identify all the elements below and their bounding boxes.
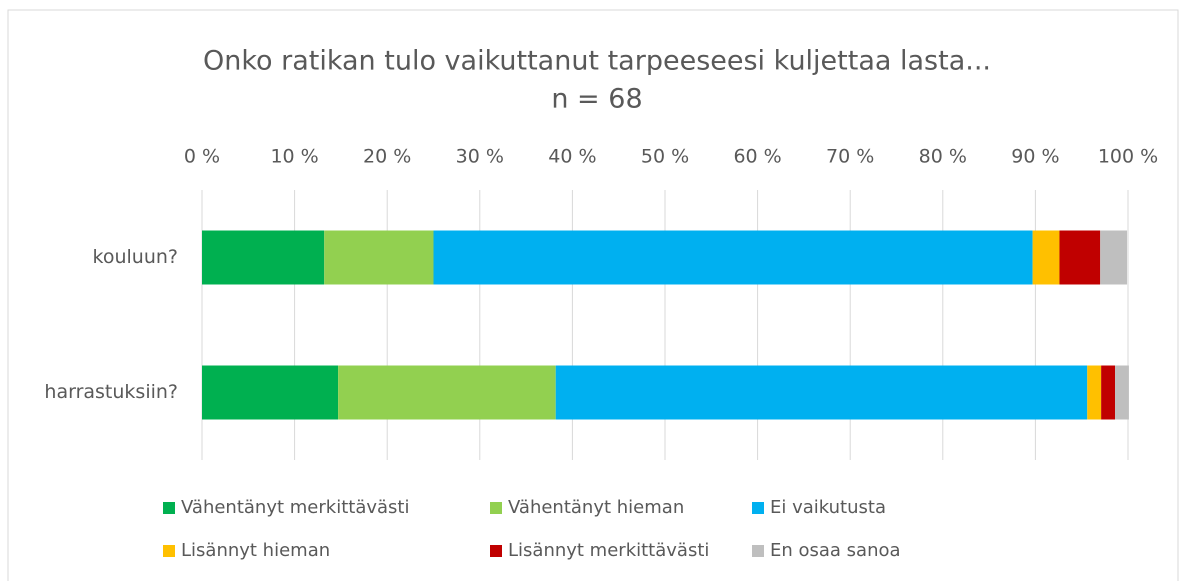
bar-segment [1059,230,1101,285]
category-label: harrastuksiin? [44,381,178,403]
bar-segment [338,365,556,420]
bar-segment [555,365,1088,420]
legend-swatch [752,545,764,557]
bar-segment [1101,365,1116,420]
bar-segment [324,230,434,285]
legend-label: En osaa sanoa [770,540,901,561]
x-tick-label: 50 % [641,146,689,168]
bar-segment [202,230,325,285]
legend-label: Vähentänyt hieman [508,497,684,518]
legend-swatch [490,545,502,557]
x-tick-label: 0 % [184,146,220,168]
legend-label: Lisännyt hieman [181,540,330,561]
legend-swatch [163,502,175,514]
x-tick-label: 100 % [1098,146,1158,168]
chart-border [7,9,1179,581]
bar-segment [1115,365,1129,420]
x-tick-label: 70 % [826,146,874,168]
x-tick-label: 40 % [548,146,596,168]
legend-swatch [490,502,502,514]
x-tick-label: 10 % [270,146,318,168]
bar-segment [1032,230,1060,285]
category-label: kouluun? [93,246,178,268]
legend-swatch [163,545,175,557]
legend-swatch [752,502,764,514]
x-tick-label: 60 % [733,146,781,168]
x-tick-label: 90 % [1011,146,1059,168]
bar-segment [433,230,1033,285]
x-tick-label: 20 % [363,146,411,168]
x-tick-label: 80 % [919,146,967,168]
chart-subtitle: n = 68 [551,84,642,115]
x-tick-label: 30 % [456,146,504,168]
bar-segment [202,365,339,420]
bar-segment [1087,365,1102,420]
legend-label: Lisännyt merkittävästi [508,540,709,561]
legend-label: Vähentänyt merkittävästi [181,497,409,518]
bar-segment [1100,230,1128,285]
legend-label: Ei vaikutusta [770,497,886,518]
chart-title: Onko ratikan tulo vaikuttanut tarpeesees… [203,46,991,77]
